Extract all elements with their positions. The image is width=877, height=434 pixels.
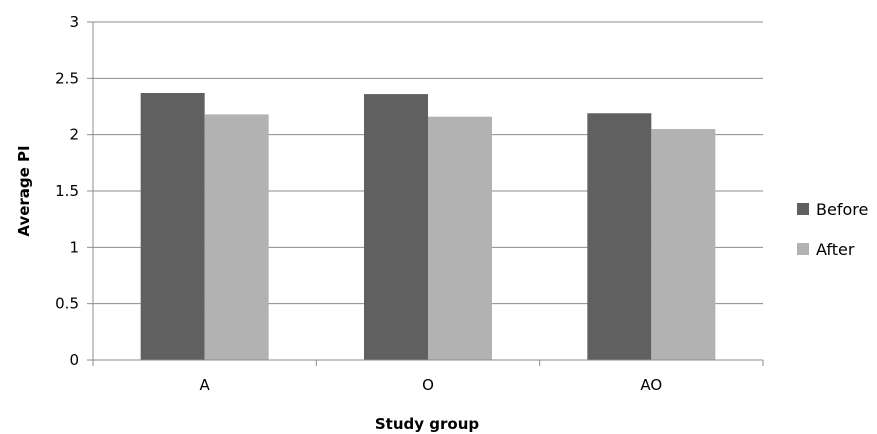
x-tick-label: AO xyxy=(640,376,662,394)
axes xyxy=(92,22,764,366)
y-tick-label: 1 xyxy=(69,238,79,256)
y-tick-label: 3 xyxy=(69,13,79,31)
x-tick-labels: A O AO xyxy=(200,376,663,394)
y-tick-label: 2 xyxy=(69,126,79,144)
x-axis-title: Study group xyxy=(375,415,480,433)
y-tick-label: 0 xyxy=(69,351,79,369)
legend-label-after: After xyxy=(816,240,855,259)
legend-label-before: Before xyxy=(816,200,868,219)
legend-swatch-after xyxy=(797,243,809,255)
bar-before-o xyxy=(364,94,428,361)
x-tick-label: A xyxy=(200,376,211,394)
legend: Before After xyxy=(797,200,868,259)
y-tick-label: 2.5 xyxy=(55,69,79,87)
y-tick-label: 1.5 xyxy=(55,182,79,200)
bar-after-a xyxy=(204,114,269,361)
y-axis-title: Average PI xyxy=(15,145,33,236)
y-tick-label: 0.5 xyxy=(55,295,79,313)
bar-after-o xyxy=(428,116,492,360)
bar-after-ao xyxy=(651,129,716,360)
y-tick-labels: 0 0.5 1 1.5 2 2.5 3 xyxy=(55,13,79,369)
bar-before-ao xyxy=(587,113,652,360)
bars xyxy=(140,92,716,361)
x-tick-label: O xyxy=(422,376,434,394)
legend-swatch-before xyxy=(797,203,809,215)
bar-before-a xyxy=(140,92,205,360)
